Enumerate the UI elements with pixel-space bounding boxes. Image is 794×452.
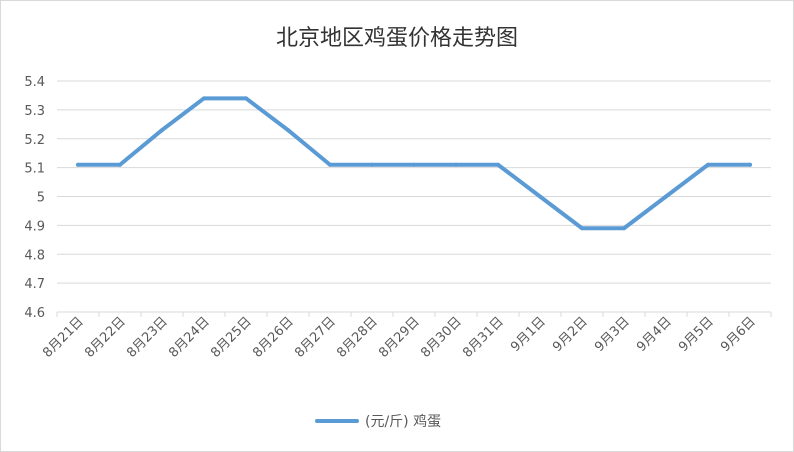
x-tick-label: 8月31日 <box>460 314 507 361</box>
data-point <box>496 162 500 167</box>
x-tick-label: 9月5日 <box>676 314 717 355</box>
y-tick-label: 5.3 <box>24 104 45 119</box>
data-point <box>538 194 542 199</box>
chart-title: 北京地区鸡蛋价格走势图 <box>276 26 518 51</box>
x-tick-label: 9月3日 <box>592 314 633 355</box>
x-tick-label: 8月27日 <box>292 314 339 361</box>
y-tick-label: 5.4 <box>24 75 45 90</box>
data-point <box>748 162 752 167</box>
data-point <box>160 128 164 133</box>
x-tick-label: 8月29日 <box>376 314 423 361</box>
data-point <box>706 162 710 167</box>
data-point <box>454 162 458 167</box>
y-tick-label: 5.1 <box>24 162 45 177</box>
x-tick-label: 8月25日 <box>208 314 255 361</box>
data-point <box>118 162 122 167</box>
series-layer <box>76 96 752 231</box>
data-point <box>328 162 332 167</box>
y-tick-label: 4.8 <box>24 248 45 263</box>
data-point <box>664 194 668 199</box>
data-point <box>370 162 374 167</box>
data-point <box>202 96 206 101</box>
y-tick-label: 5 <box>37 191 45 206</box>
x-tick-label: 8月24日 <box>166 314 213 361</box>
x-tick-label: 9月4日 <box>634 314 675 355</box>
data-point <box>286 128 290 133</box>
y-axis-ticks: 4.6 4.7 4.8 4.9 5 5.1 5.2 5.3 5.4 <box>24 75 45 321</box>
data-point <box>580 226 584 231</box>
gridlines <box>57 80 771 313</box>
x-tick-label: 8月30日 <box>418 314 465 361</box>
x-tick-label: 8月22日 <box>82 314 129 361</box>
y-tick-label: 4.6 <box>24 306 45 321</box>
y-tick-label: 5.2 <box>24 133 45 148</box>
y-tick-label: 4.7 <box>24 277 45 292</box>
x-tick-label: 9月2日 <box>550 314 591 355</box>
x-tick-label: 9月6日 <box>718 314 759 355</box>
legend-label: (元/斤) 鸡蛋 <box>365 413 441 430</box>
x-axis-ticks: 8月21日8月22日8月23日8月24日8月25日8月26日8月27日8月28日… <box>40 312 772 361</box>
x-tick-label: 8月26日 <box>250 314 297 361</box>
y-tick-label: 4.9 <box>24 219 45 234</box>
data-point <box>412 162 416 167</box>
data-point <box>244 96 248 101</box>
legend: (元/斤) 鸡蛋 <box>315 413 441 430</box>
x-tick-label: 8月28日 <box>334 314 381 361</box>
data-point <box>76 162 80 167</box>
data-point <box>622 226 626 231</box>
x-tick-label: 8月23日 <box>124 314 171 361</box>
x-tick-label: 8月21日 <box>40 314 87 361</box>
x-tick-label: 9月1日 <box>508 314 549 355</box>
